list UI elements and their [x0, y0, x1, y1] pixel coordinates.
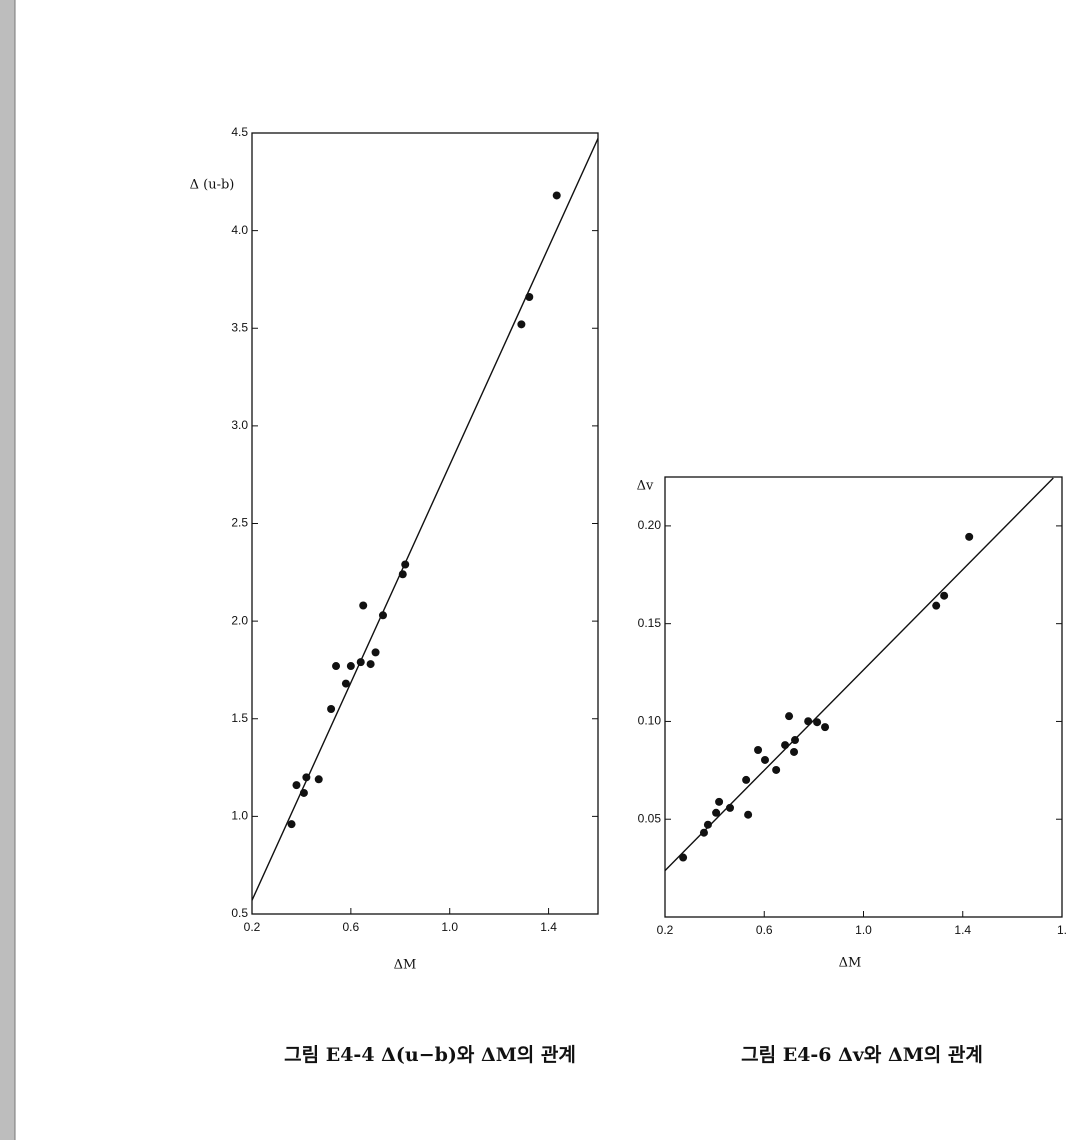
data-point	[760, 755, 769, 764]
data-point	[359, 601, 368, 610]
y-tick-label: 1.0	[231, 809, 248, 823]
data-point	[371, 648, 380, 657]
data-point	[965, 532, 974, 541]
y-tick-label: 0.20	[638, 518, 662, 532]
data-point	[742, 775, 751, 784]
x-tick-label: 0.6	[343, 920, 360, 934]
x-axis-label: ΔM	[394, 958, 417, 973]
plot-frame	[664, 476, 1063, 918]
data-point	[401, 560, 410, 569]
data-point	[292, 781, 301, 790]
fit-line	[252, 136, 598, 901]
x-tick-label: 0.6	[756, 923, 773, 937]
x-tick-label: 1.0	[441, 920, 458, 934]
data-point	[314, 775, 323, 784]
data-point	[327, 704, 336, 713]
scan-edge	[0, 0, 15, 1140]
data-point	[790, 747, 799, 756]
y-tick-label: 0.15	[638, 616, 662, 630]
data-point	[754, 745, 763, 754]
y-axis-label: Δ (u-b)	[190, 178, 235, 193]
caption: 그림 E4-6 Δv와 ΔM의 관계	[741, 1044, 983, 1066]
y-tick-label: 1.5	[231, 711, 248, 725]
data-point	[346, 662, 355, 671]
x-tick-label: 0.2	[244, 920, 261, 934]
data-point	[341, 679, 350, 688]
x-tick-label: 0.2	[657, 923, 674, 937]
x-tick-label: 1.0	[855, 923, 872, 937]
data-point	[299, 788, 308, 797]
data-point	[726, 803, 735, 812]
y-tick-label: 0.5	[231, 906, 248, 920]
data-point	[517, 320, 526, 329]
data-point	[821, 723, 830, 732]
data-point	[356, 658, 365, 667]
y-tick-label: 0.10	[638, 714, 662, 728]
data-point	[813, 718, 822, 727]
data-point	[785, 712, 794, 721]
x-tick-label: 1.	[1057, 923, 1067, 937]
caption: 그림 E4-4 Δ(u−b)와 ΔM의 관계	[284, 1044, 576, 1066]
data-point	[804, 717, 813, 726]
y-tick-label: 4.0	[231, 223, 248, 237]
data-point	[302, 773, 311, 782]
data-point	[287, 820, 296, 829]
data-point	[552, 191, 561, 200]
y-tick-label: 2.5	[231, 516, 248, 530]
y-tick-label: 3.5	[231, 320, 248, 334]
data-point	[366, 660, 375, 669]
data-point	[332, 662, 341, 671]
data-point	[699, 828, 708, 837]
data-point	[398, 570, 407, 579]
data-point	[715, 797, 724, 806]
data-point	[781, 741, 790, 750]
y-tick-label: 4.5	[231, 125, 248, 139]
data-point	[772, 765, 781, 774]
data-point	[932, 601, 941, 610]
data-point	[744, 810, 753, 819]
data-point	[791, 736, 800, 745]
fit-line	[665, 477, 1054, 872]
data-point	[712, 808, 721, 817]
data-point	[703, 820, 712, 829]
x-tick-label: 1.4	[954, 923, 971, 937]
y-axis-label: Δv	[637, 479, 654, 494]
y-tick-label: 0.05	[638, 811, 662, 825]
y-tick-label: 2.0	[231, 613, 248, 627]
x-tick-label: 1.4	[540, 920, 557, 934]
data-point	[525, 293, 534, 302]
x-axis-label: ΔM	[839, 956, 862, 971]
data-point	[679, 853, 688, 862]
data-point	[378, 611, 387, 620]
y-tick-label: 3.0	[231, 418, 248, 432]
data-point	[940, 591, 949, 600]
